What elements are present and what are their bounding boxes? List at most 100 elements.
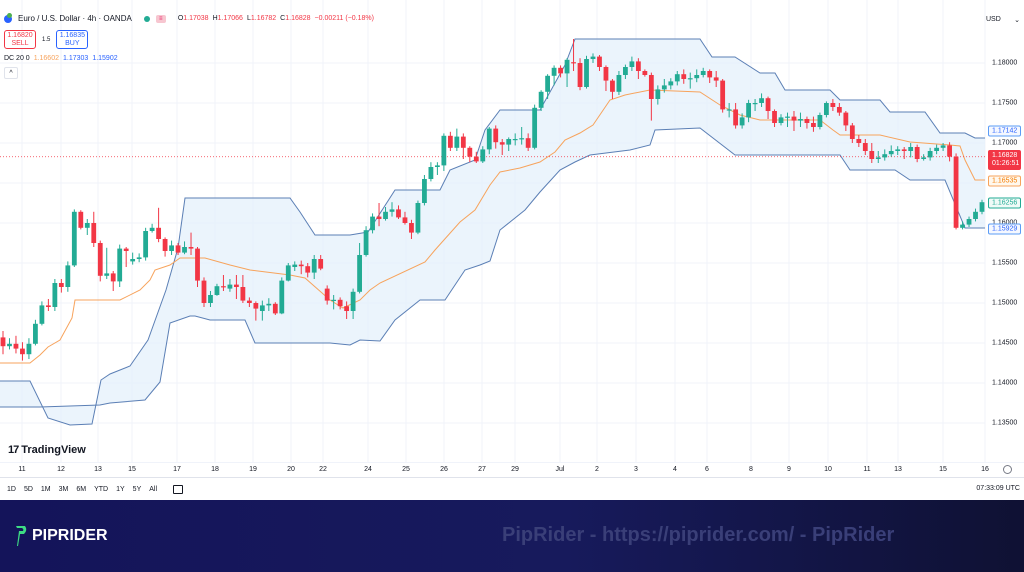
price-axis-label: 1.17000 (992, 139, 1018, 147)
candle (33, 323, 38, 344)
candle (869, 151, 875, 159)
candle (493, 128, 499, 143)
candle (817, 115, 823, 127)
time-axis-label: 13 (94, 466, 102, 473)
collapse-legend-button[interactable]: ^ (4, 67, 18, 79)
candle (266, 303, 272, 306)
candle (785, 116, 790, 118)
candle (623, 67, 628, 75)
time-axis-label: 9 (787, 466, 791, 473)
range-button-3m[interactable]: 3M (58, 485, 69, 493)
candle (428, 167, 434, 179)
candle (551, 67, 557, 76)
spread-value: 1.5 (42, 36, 51, 43)
candle (908, 147, 914, 151)
sell-button[interactable]: 1.16820 SELL (4, 30, 36, 49)
range-button-5y[interactable]: 5Y (132, 485, 142, 493)
settings-gear-icon[interactable] (1003, 465, 1012, 474)
indicator-legend[interactable]: DC 20 0 1.16602 1.17303 1.15902 (4, 55, 118, 62)
candle (616, 75, 622, 92)
candle (402, 217, 408, 223)
range-button-ytd[interactable]: YTD (94, 485, 109, 493)
candle (610, 80, 615, 92)
range-button-6m[interactable]: 6M (76, 485, 87, 493)
tradingview-mark-icon: 17 (8, 444, 19, 456)
candle (272, 303, 278, 314)
ohlc-values: O1.17038 H1.17066 L1.16782 C1.16828 −0.0… (177, 15, 374, 22)
utc-clock[interactable]: 07:33:09 UTC (976, 485, 1020, 492)
time-axis-label: 4 (673, 466, 677, 473)
range-button-1m[interactable]: 1M (40, 485, 51, 493)
candle (149, 227, 155, 231)
candle (169, 245, 174, 251)
price-axis-label: 1.14000 (992, 379, 1018, 387)
candle (26, 343, 32, 355)
candle (584, 59, 589, 87)
candle (668, 81, 674, 86)
candle (136, 257, 142, 259)
candle (214, 286, 220, 295)
goto-date-calendar-icon[interactable] (173, 484, 184, 494)
time-axis[interactable]: 11 12 13 15 17 18 19 20 22 24 25 26 27 29 Jul 2 3 4 6 8 9 10 1… (0, 462, 1024, 476)
candle (733, 109, 739, 126)
buy-button[interactable]: 1.16835 BUY (56, 30, 89, 49)
trade-panel: 1.16820 SELL 1.5 1.16835 BUY (4, 30, 89, 49)
price-chart-canvas[interactable] (0, 0, 1024, 462)
range-button-all[interactable]: All (149, 485, 158, 493)
piprider-mark-icon (16, 526, 27, 546)
candle (694, 75, 700, 79)
candle (188, 247, 194, 249)
candle (246, 300, 252, 303)
candle (597, 56, 602, 67)
symbol-header: Euro / U.S. Dollar · 4h · OANDA ≡ O1.170… (4, 12, 374, 23)
candle (298, 264, 304, 267)
last-price-tag: 1.16828 01:26:51 (988, 150, 1021, 170)
candle (58, 283, 64, 287)
candle (156, 227, 162, 239)
candle (720, 80, 726, 110)
candle (162, 239, 168, 251)
symbol-title[interactable]: Euro / U.S. Dollar · 4h · OANDA (18, 14, 132, 23)
range-button-5d[interactable]: 5D (23, 485, 33, 493)
candle (875, 157, 881, 159)
candle (344, 306, 350, 311)
time-axis-label: 20 (287, 466, 295, 473)
candle (143, 231, 149, 258)
range-button-1y[interactable]: 1Y (116, 485, 125, 493)
candle (674, 74, 680, 82)
candle (895, 149, 901, 151)
candle (454, 136, 460, 148)
tradingview-logo[interactable]: 17 TradingView (8, 444, 86, 456)
dc-middle-price-tag: 1.16535 (988, 175, 1021, 187)
price-axis-label: 1.14500 (992, 339, 1018, 347)
flag-badge-icon[interactable]: ≡ (155, 14, 166, 23)
candle (71, 211, 77, 266)
candle (78, 211, 84, 228)
candle (713, 77, 719, 81)
candle (104, 273, 110, 276)
candle (966, 219, 972, 225)
candle (726, 109, 732, 111)
candle (318, 259, 324, 269)
range-button-1d[interactable]: 1D (7, 485, 16, 493)
time-axis-label: 27 (478, 466, 486, 473)
time-axis-label: Jul (555, 466, 565, 473)
candle (97, 243, 103, 276)
candle (759, 98, 764, 103)
candle (175, 245, 181, 253)
chart-area[interactable]: Euro / U.S. Dollar · 4h · OANDA ≡ O1.170… (0, 0, 1024, 500)
time-axis-label: 15 (939, 466, 947, 473)
candle (253, 303, 259, 309)
candle (921, 157, 927, 159)
candle (979, 202, 985, 212)
candle (208, 295, 213, 303)
indicator-lower-value: 1.15902 (92, 55, 118, 62)
currency-selector[interactable]: USD ⌄ (986, 16, 1020, 24)
candle (285, 265, 291, 281)
candle (791, 116, 797, 121)
candle (532, 107, 538, 148)
candle (843, 112, 849, 126)
candle (681, 74, 687, 79)
time-axis-label: 13 (894, 466, 902, 473)
time-axis-label: 24 (364, 466, 372, 473)
